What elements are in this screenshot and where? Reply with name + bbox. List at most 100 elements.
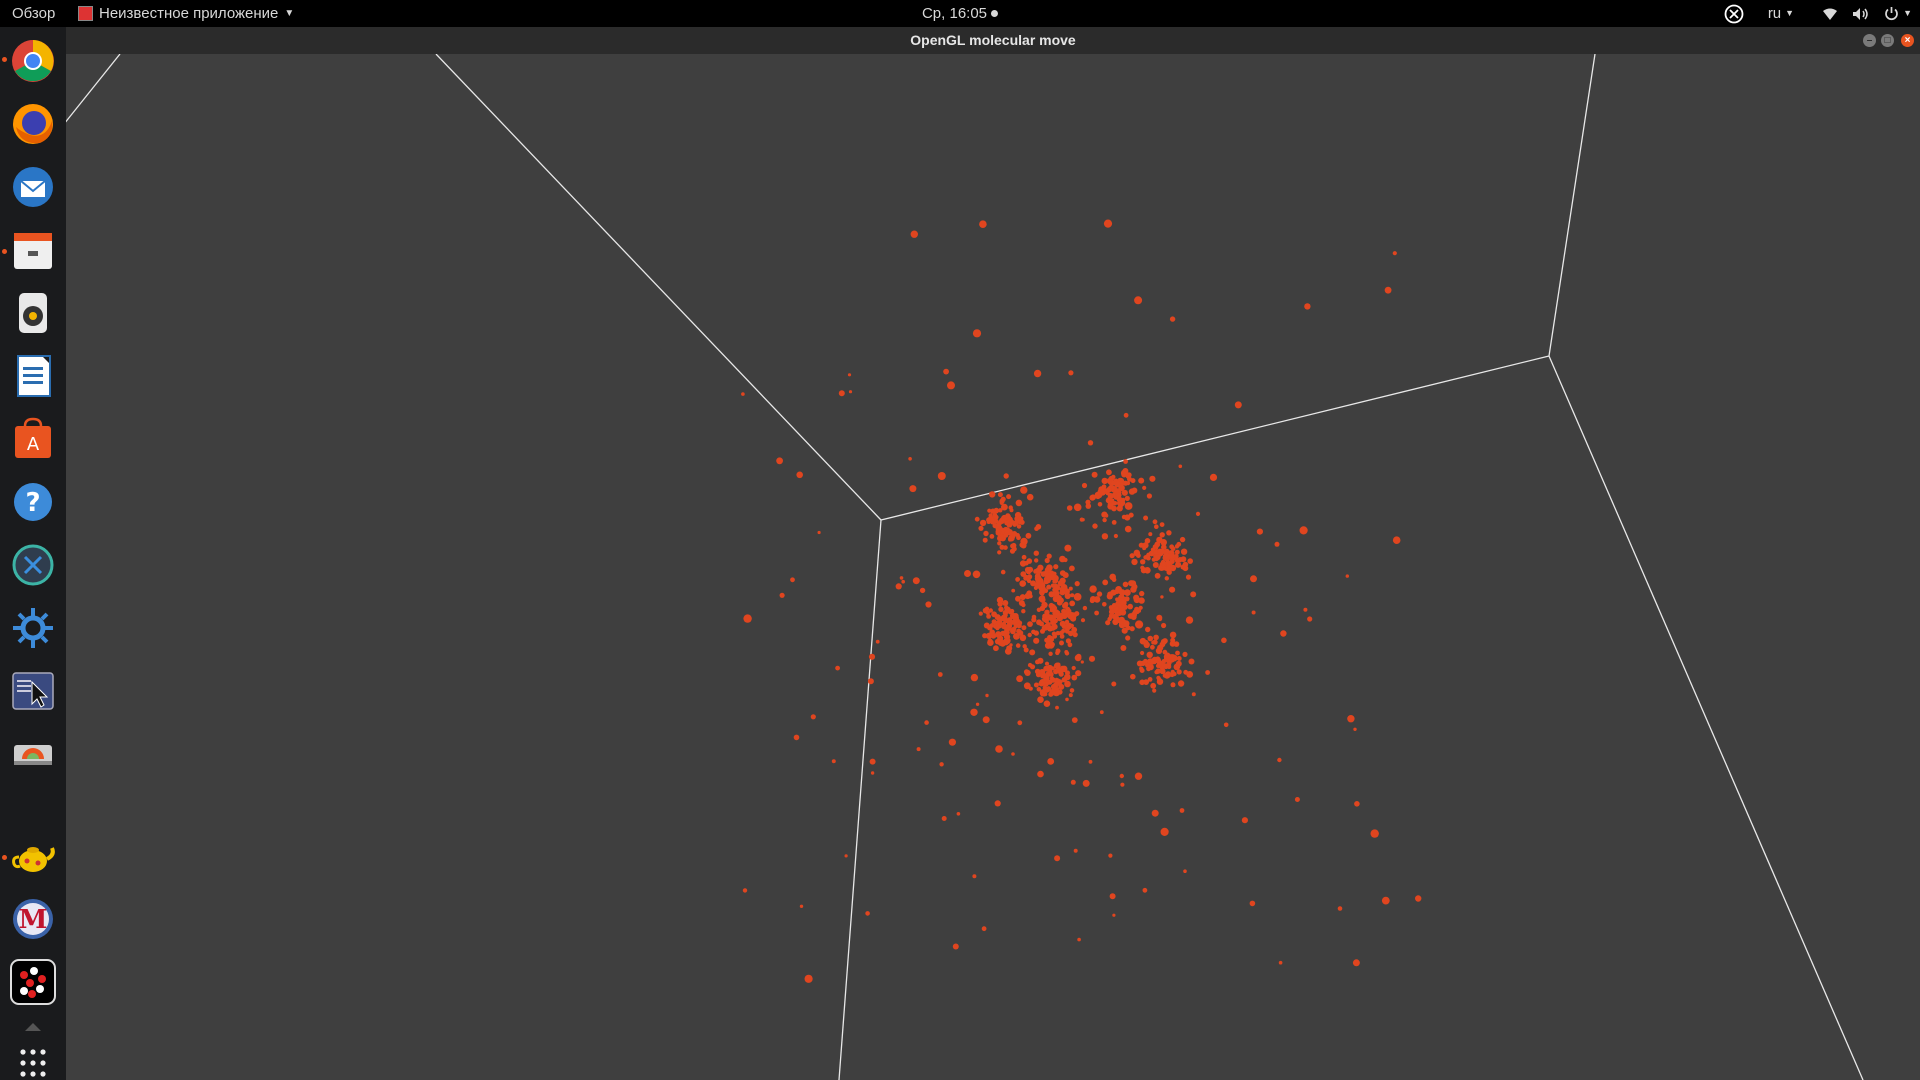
language-selector[interactable]: ru ▼ <box>1768 0 1794 27</box>
particle <box>1381 896 1390 905</box>
chrome-icon[interactable] <box>10 38 56 84</box>
particle <box>1019 560 1027 567</box>
show-applications-icon[interactable] <box>10 1047 56 1079</box>
particle <box>1036 619 1042 626</box>
particle <box>1053 662 1061 670</box>
particle <box>1146 666 1151 672</box>
particle <box>1088 759 1093 764</box>
opengl-viewport[interactable] <box>66 54 1920 1080</box>
particle <box>982 716 990 724</box>
box-edge <box>880 355 1550 521</box>
system-settings-icon[interactable] <box>10 605 56 651</box>
disk-usage-icon[interactable] <box>10 731 56 777</box>
particle <box>1033 369 1042 378</box>
volume-icon[interactable] <box>1852 7 1870 21</box>
particle <box>1025 567 1031 574</box>
running-indicator <box>2 249 7 254</box>
particle <box>1116 501 1121 506</box>
particle <box>1061 608 1067 614</box>
particle <box>1089 494 1096 501</box>
particle <box>999 544 1005 550</box>
particle <box>1165 652 1171 658</box>
maxima-icon[interactable]: M <box>10 896 56 942</box>
particle <box>793 734 800 741</box>
clock[interactable]: Ср, 16:05 <box>921 0 999 27</box>
particle <box>1029 664 1036 670</box>
particle <box>1043 588 1049 593</box>
activities-button[interactable]: Обзор <box>12 5 56 22</box>
files-icon[interactable] <box>10 227 56 273</box>
particle <box>1167 663 1172 668</box>
app-menu[interactable]: Неизвестное приложение ▼ <box>78 0 294 27</box>
particle <box>1161 659 1167 664</box>
particle <box>1059 589 1066 596</box>
wifi-icon[interactable] <box>1822 7 1838 21</box>
molecular-app-icon[interactable] <box>10 959 56 1005</box>
particle <box>1101 484 1107 490</box>
minimize-button[interactable]: – <box>1863 34 1876 47</box>
teapot-icon[interactable] <box>10 833 56 879</box>
particle <box>1071 626 1078 633</box>
particle <box>1150 682 1157 689</box>
help-icon[interactable]: ? <box>10 479 56 525</box>
particle <box>1180 556 1187 563</box>
particle <box>1092 523 1098 529</box>
particle <box>1123 459 1128 464</box>
dock-scroll-up-icon[interactable] <box>10 1017 56 1037</box>
clock-label: Ср, 16:05 <box>921 5 988 22</box>
particle <box>1006 645 1013 652</box>
particle <box>1354 801 1360 807</box>
particle <box>844 854 848 858</box>
particle <box>1179 536 1186 543</box>
particle <box>1069 600 1076 607</box>
particle <box>1037 657 1044 664</box>
particle <box>831 759 836 764</box>
particle <box>1139 637 1147 645</box>
box-edge <box>1548 54 1596 357</box>
particle <box>1250 575 1257 583</box>
particle <box>1154 524 1159 529</box>
writer-icon[interactable] <box>10 353 56 399</box>
firefox-icon[interactable] <box>10 101 56 147</box>
particle <box>989 629 995 635</box>
particle <box>895 583 902 590</box>
particle <box>1120 645 1127 651</box>
remote-desktop-app-icon[interactable] <box>10 542 56 588</box>
particle <box>1055 631 1061 636</box>
particle <box>1142 887 1148 893</box>
particle <box>1152 562 1159 568</box>
particle <box>1043 692 1048 697</box>
particle <box>989 623 995 628</box>
particle <box>993 645 999 652</box>
particle <box>1068 586 1073 591</box>
particle <box>1102 602 1107 607</box>
window-titlebar[interactable]: OpenGL molecular move – □ × <box>66 27 1920 54</box>
particle <box>1016 524 1022 529</box>
particle <box>742 888 748 893</box>
particle <box>943 368 949 375</box>
screen-tool-icon[interactable] <box>10 668 56 714</box>
particle <box>1156 536 1163 544</box>
particle <box>1150 657 1158 665</box>
remote-desktop-icon[interactable] <box>1724 4 1744 24</box>
particle <box>1187 558 1193 564</box>
close-button[interactable]: × <box>1901 34 1914 47</box>
particle <box>997 550 1002 555</box>
power-icon[interactable]: ▼ <box>1884 0 1912 27</box>
particle <box>1134 296 1143 305</box>
particle <box>1125 474 1130 479</box>
particle <box>1062 572 1069 579</box>
particle <box>1169 316 1176 322</box>
particle <box>1054 855 1061 862</box>
particle <box>993 514 999 520</box>
particle <box>1015 577 1020 582</box>
particle <box>1307 616 1313 622</box>
chevron-down-icon: ▼ <box>1785 8 1795 18</box>
particle <box>869 758 876 765</box>
particle <box>1021 609 1026 614</box>
software-center-icon[interactable]: A <box>10 416 56 462</box>
particle <box>1042 685 1047 690</box>
rhythmbox-icon[interactable] <box>10 290 56 336</box>
maximize-button[interactable]: □ <box>1881 34 1894 47</box>
thunderbird-icon[interactable] <box>10 164 56 210</box>
